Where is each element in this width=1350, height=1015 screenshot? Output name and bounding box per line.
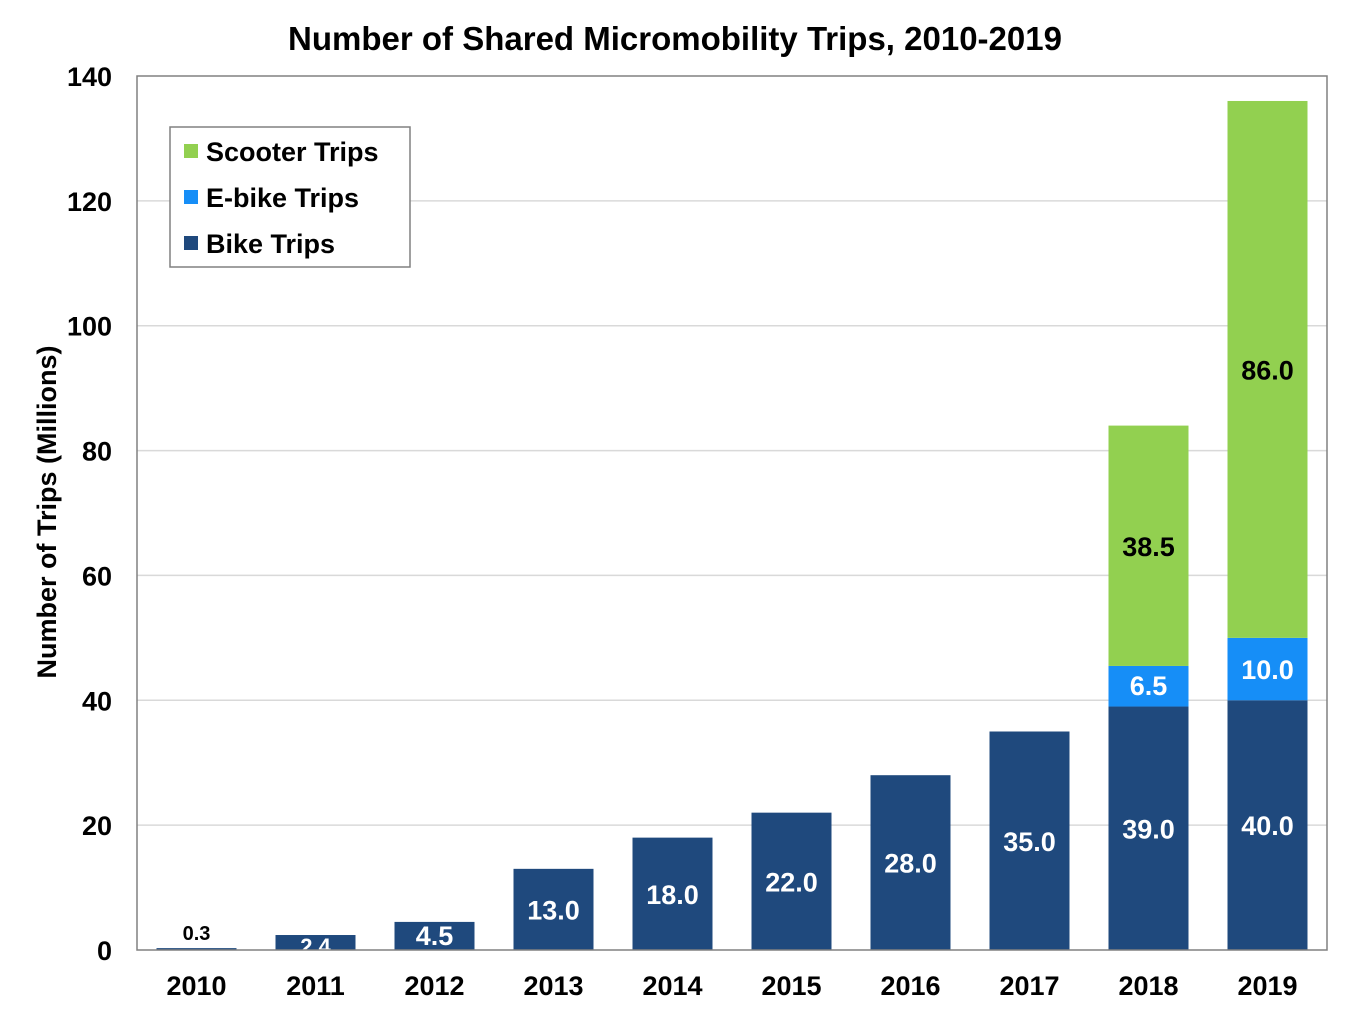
x-tick-label-2012: 2012 [404,971,464,1001]
plot-frame [136,75,1328,951]
data-label-bike-trips-2016: 28.0 [884,849,937,879]
y-tick-label-40: 40 [82,686,112,716]
data-label-scooter-trips-2018: 38.5 [1122,532,1175,562]
data-label-e-bike-trips-2019: 10.0 [1241,655,1294,685]
data-label-bike-trips-2011: 2.4 [300,934,331,959]
legend-label-bike-trips: Bike Trips [206,229,335,259]
data-label-e-bike-trips-2018: 6.5 [1130,671,1168,701]
bar-scooter-trips-2019 [1227,100,1308,638]
data-label-bike-trips-2019: 40.0 [1241,811,1294,841]
x-tick-label-2016: 2016 [880,971,940,1001]
bars-layer: 0.3 2.4 4.5 13.0 18.0 22.0 28.0 35.0 39.0 6.5 38.5… [156,100,1308,959]
x-tick-label-2014: 2014 [642,971,702,1001]
y-tick-label-20: 20 [82,811,112,841]
bar-e-bike-trips-2018 [1108,665,1189,707]
bar-bike-trips-2011 [275,935,356,950]
y-tick-label-60: 60 [82,561,112,591]
legend-swatch-bike-trips [184,236,198,250]
y-tick-label-80: 80 [82,437,112,467]
x-tick-label-2019: 2019 [1237,971,1297,1001]
y-axis-title: Number of Trips (Millions) [32,345,62,678]
bar-bike-trips-2017 [989,731,1070,950]
x-tick-label-2013: 2013 [523,971,583,1001]
chart-title: Number of Shared Micromobility Trips, 20… [288,20,1062,57]
y-tick-label-0: 0 [97,936,112,966]
legend-swatch-e-bike-trips [184,190,198,204]
bar-bike-trips-2019 [1227,700,1308,950]
data-label-bike-trips-2017: 35.0 [1003,827,1056,857]
bar-scooter-trips-2018 [1108,425,1189,666]
y-tick-label-120: 120 [67,187,112,217]
bar-bike-trips-2016 [870,775,951,950]
data-label-bike-trips-2018: 39.0 [1122,814,1175,844]
bar-bike-trips-2013 [513,868,594,950]
legend-box [169,126,411,268]
x-tick-label-2011: 2011 [286,971,345,1001]
bar-bike-trips-2018 [1108,706,1189,950]
legend: Scooter Trips E-bike Trips Bike Trips [169,126,411,268]
x-tick-label-2015: 2015 [761,971,821,1001]
bar-bike-trips-2012 [394,921,475,950]
axis-layer: 0 20 40 60 80 100 120 140 2010 2011 2012 2013 2014 20… [67,62,1328,1001]
y-tick-label-100: 100 [67,312,112,342]
legend-label-scooter-trips: Scooter Trips [206,137,379,167]
data-label-bike-trips-2012: 4.5 [416,921,454,951]
data-label-scooter-trips-2019: 86.0 [1241,355,1294,385]
legend-swatch-scooter-trips [184,144,198,158]
bar-bike-trips-2010 [156,948,237,950]
data-label-bike-trips-2010: 0.3 [183,923,211,945]
bar-bike-trips-2014 [632,837,713,950]
x-tick-label-2018: 2018 [1118,971,1178,1001]
y-tick-label-140: 140 [67,62,112,92]
x-tick-label-2017: 2017 [999,971,1059,1001]
legend-label-e-bike-trips: E-bike Trips [206,183,359,213]
bar-e-bike-trips-2019 [1227,637,1308,701]
data-label-bike-trips-2013: 13.0 [527,895,580,925]
data-label-bike-trips-2015: 22.0 [765,867,818,897]
bar-bike-trips-2015 [751,812,832,950]
x-tick-label-2010: 2010 [166,971,226,1001]
data-label-bike-trips-2014: 18.0 [646,880,699,910]
